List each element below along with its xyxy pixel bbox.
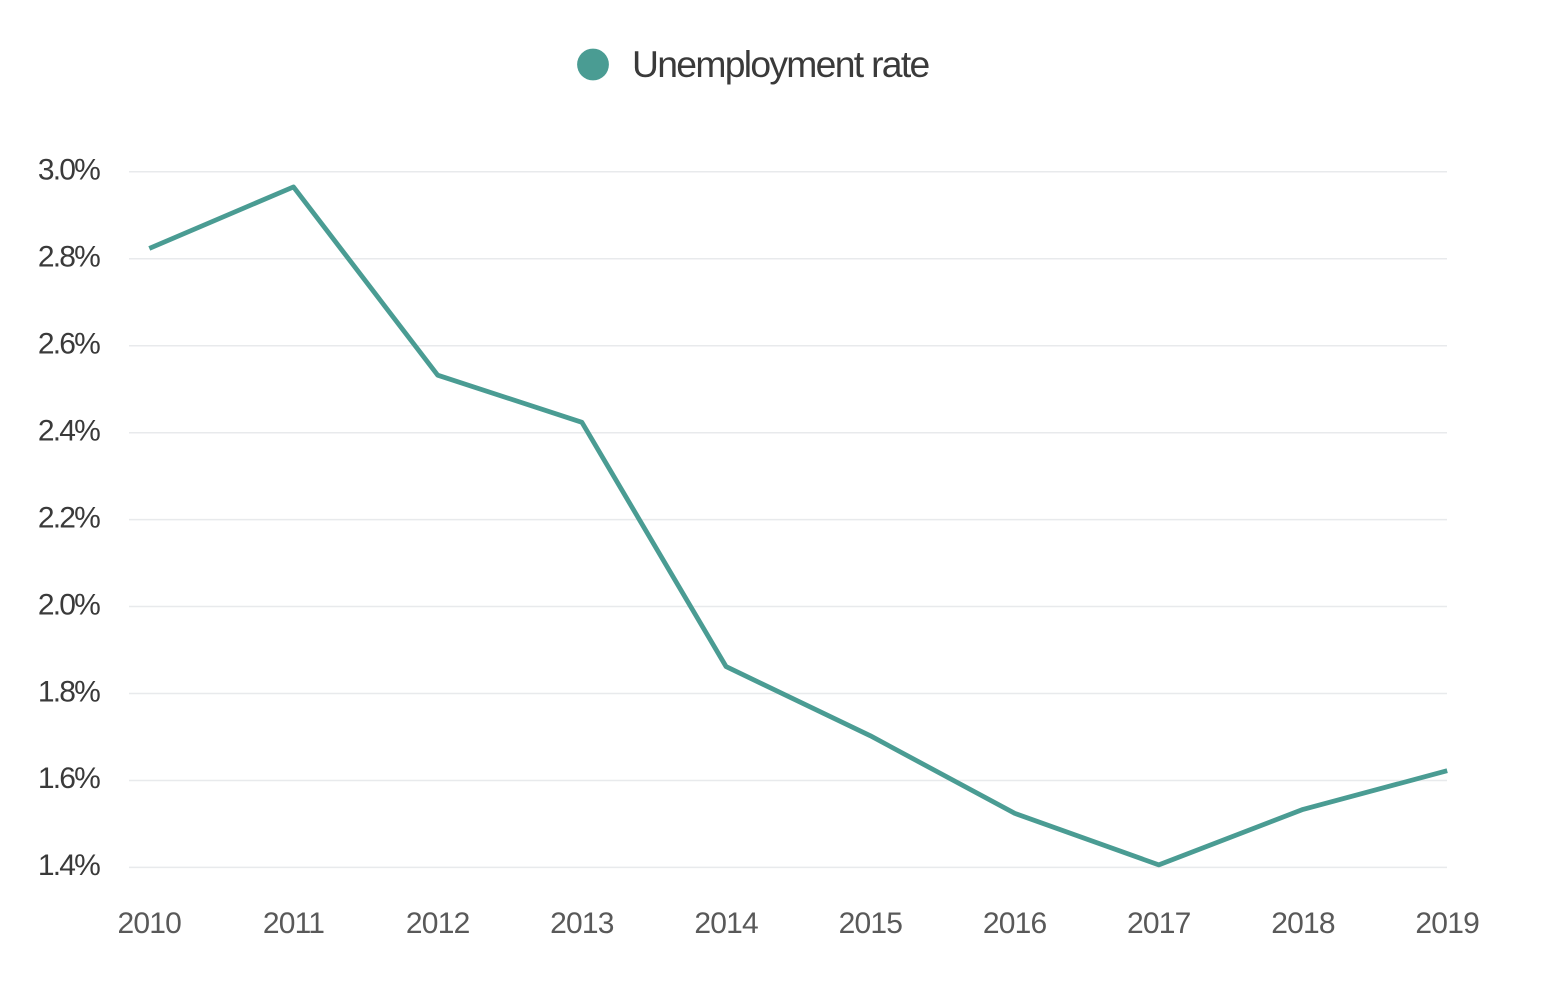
svg-text:2015: 2015	[839, 907, 903, 940]
svg-text:2.2%: 2.2%	[38, 501, 100, 534]
svg-text:2013: 2013	[550, 907, 614, 940]
svg-text:2010: 2010	[118, 907, 182, 940]
svg-text:2014: 2014	[694, 907, 758, 940]
svg-text:2012: 2012	[406, 907, 470, 940]
svg-text:2018: 2018	[1271, 907, 1335, 940]
svg-text:2.0%: 2.0%	[38, 588, 100, 621]
svg-text:1.6%: 1.6%	[38, 762, 100, 795]
svg-text:2.4%: 2.4%	[38, 415, 100, 448]
svg-text:1.4%: 1.4%	[38, 849, 100, 882]
svg-text:1.8%: 1.8%	[38, 675, 100, 708]
svg-text:2017: 2017	[1127, 907, 1191, 940]
svg-text:2011: 2011	[263, 907, 324, 940]
svg-text:2016: 2016	[983, 907, 1047, 940]
svg-text:3.0%: 3.0%	[38, 154, 100, 187]
svg-text:Unemployment rate: Unemployment rate	[632, 43, 930, 85]
svg-text:2.6%: 2.6%	[38, 328, 100, 361]
svg-text:2.8%: 2.8%	[38, 241, 100, 274]
svg-text:2019: 2019	[1415, 907, 1479, 940]
